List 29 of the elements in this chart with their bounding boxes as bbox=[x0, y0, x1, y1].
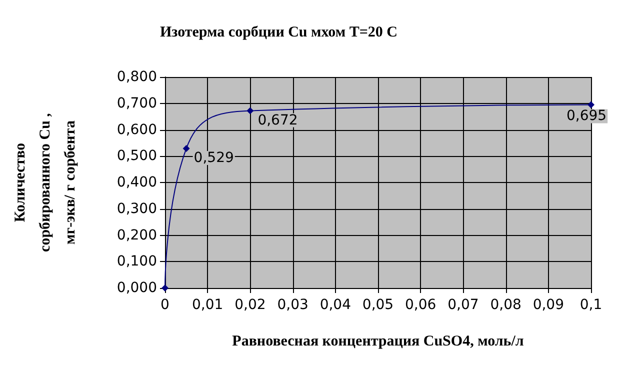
data-label: 0,672 bbox=[258, 112, 298, 128]
x-tick-label: 0,04 bbox=[320, 297, 352, 313]
point bbox=[182, 144, 190, 152]
y-tick-label: 0,400 bbox=[116, 174, 157, 190]
y-tick-label: 0,100 bbox=[116, 254, 157, 270]
x-tick-label: 0,09 bbox=[532, 297, 564, 313]
y-axis-title: Количество сорбированного Cu , мг-экв/ г сорбента bbox=[12, 112, 78, 252]
data-label: 0,695 bbox=[566, 108, 607, 124]
chart-title: Изотерма сорбции Cu мхом T=20 C bbox=[160, 24, 398, 40]
y-tick-label: 0,800 bbox=[116, 69, 157, 85]
y-tick-label: 0,200 bbox=[116, 227, 157, 244]
y-tick-label: 0,700 bbox=[116, 95, 157, 112]
x-tick-label: 0,08 bbox=[490, 297, 522, 313]
x-tick-label: 0,05 bbox=[362, 297, 394, 313]
y-tick-label: 0,500 bbox=[116, 148, 157, 164]
x-tick-label: 0 bbox=[160, 297, 170, 313]
x-tick-label: 0,07 bbox=[448, 297, 479, 313]
x-tick-label: 0,06 bbox=[405, 297, 436, 313]
x-axis-title: Равновесная концентрация CuSO4, моль/л bbox=[232, 334, 524, 350]
y-tick-label: 0,300 bbox=[116, 200, 157, 217]
x-tick-label: 0,1 bbox=[580, 297, 602, 313]
x-tick-label: 0,02 bbox=[234, 297, 266, 313]
x-tick-label: 0,01 bbox=[192, 297, 224, 313]
point bbox=[246, 107, 254, 114]
y-tick-label: 0,000 bbox=[116, 280, 157, 296]
y-tick-label: 0,600 bbox=[116, 122, 157, 138]
point bbox=[588, 101, 594, 108]
data-label: 0,529 bbox=[194, 150, 234, 166]
x-tick-label: 0,03 bbox=[277, 297, 308, 313]
